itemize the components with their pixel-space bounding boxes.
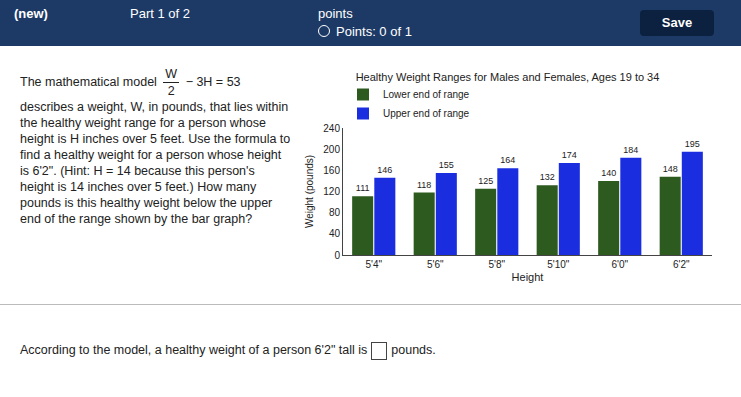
html-text:Part 1 of 2: Part 1 of 2 <box>130 6 190 21</box>
svg-text:118: 118 <box>417 180 431 190</box>
svg-text:6'0": 6'0" <box>611 259 628 270</box>
svg-text:132: 132 <box>540 172 555 182</box>
svg-text:125: 125 <box>478 176 493 186</box>
svg-text:111: 111 <box>356 183 370 193</box>
svg-text:6'2": 6'2" <box>673 259 690 270</box>
svg-text:5'8": 5'8" <box>488 259 505 270</box>
svg-text:5'4": 5'4" <box>365 259 382 270</box>
svg-text:Weight (pounds): Weight (pounds) <box>304 155 315 228</box>
svg-text:140: 140 <box>601 168 616 178</box>
svg-text:146: 146 <box>377 165 392 175</box>
html-text:According to the model, a heal: According to the model, a healthy weight… <box>20 343 368 358</box>
svg-text:80: 80 <box>329 207 341 218</box>
html-text:− 3H = 53 describes a weight,: − 3H = 53 describes a weight, W, in poun… <box>20 74 291 226</box>
svg-text:Lower end of range: Lower end of range <box>383 89 470 100</box>
svg-text:164: 164 <box>500 155 515 165</box>
svg-text:160: 160 <box>323 165 340 176</box>
svg-text:Upper end of range: Upper end of range <box>383 108 470 119</box>
html-text:points: points <box>318 6 353 21</box>
svg-text:Healthy Weight Ranges for Male: Healthy Weight Ranges for Males and Fema… <box>356 71 660 83</box>
svg-text:195: 195 <box>685 139 700 149</box>
svg-text:148: 148 <box>663 164 678 174</box>
svg-text:184: 184 <box>623 145 638 155</box>
svg-text:120: 120 <box>323 186 340 197</box>
html-text:Points: 0 of 1: Points: 0 of 1 <box>336 24 412 39</box>
svg-text:155: 155 <box>439 160 454 170</box>
svg-text:174: 174 <box>562 150 577 160</box>
html-text:Save: Save <box>661 15 693 30</box>
html-text:(new): (new) <box>14 6 48 21</box>
svg-text:200: 200 <box>323 144 340 155</box>
svg-text:0: 0 <box>334 250 340 261</box>
svg-text:240: 240 <box>323 123 340 134</box>
html-text:pounds.: pounds. <box>391 343 436 358</box>
svg-text:5'6": 5'6" <box>427 259 444 270</box>
html-text:The mathematical model W: The mathematical model W <box>20 67 178 89</box>
html-text:2: 2 <box>167 84 175 98</box>
svg-text:40: 40 <box>329 228 341 239</box>
svg-text:Height: Height <box>512 271 544 283</box>
svg-text:5'10": 5'10" <box>547 259 570 270</box>
